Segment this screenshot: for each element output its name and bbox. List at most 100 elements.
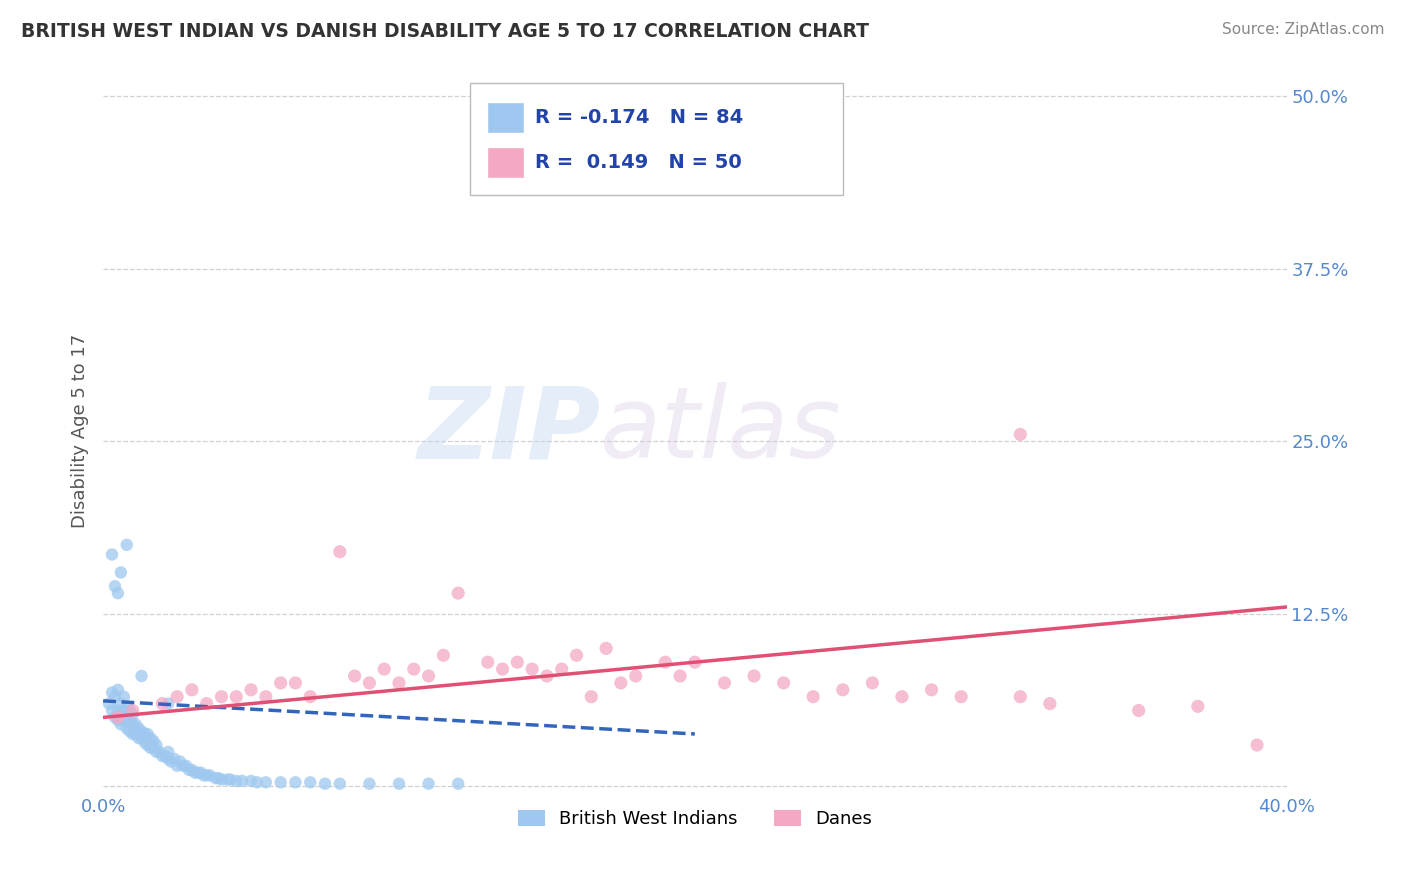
Point: [506, 655, 529, 669]
Point: [169, 755, 191, 769]
Point: [157, 752, 180, 766]
Point: [231, 773, 253, 788]
FancyBboxPatch shape: [488, 103, 523, 132]
Point: [581, 690, 603, 704]
Point: [115, 710, 138, 724]
Point: [98, 697, 121, 711]
Point: [150, 749, 173, 764]
Point: [373, 662, 395, 676]
Point: [225, 690, 247, 704]
Point: [565, 648, 588, 663]
Point: [118, 713, 141, 727]
Point: [1010, 690, 1032, 704]
Point: [107, 710, 129, 724]
Point: [713, 676, 735, 690]
Text: R = -0.174   N = 84: R = -0.174 N = 84: [536, 108, 744, 127]
Point: [190, 765, 212, 780]
Point: [150, 697, 173, 711]
Point: [359, 676, 381, 690]
Point: [1039, 697, 1062, 711]
Point: [110, 697, 132, 711]
Point: [314, 777, 336, 791]
Point: [177, 763, 200, 777]
Point: [225, 773, 247, 788]
Text: atlas: atlas: [600, 383, 842, 479]
Point: [124, 717, 146, 731]
Point: [432, 648, 454, 663]
Legend: British West Indians, Danes: British West Indians, Danes: [510, 802, 879, 835]
Point: [447, 586, 470, 600]
Point: [101, 704, 124, 718]
Point: [110, 707, 132, 722]
Point: [115, 538, 138, 552]
Point: [115, 722, 138, 736]
Point: [860, 676, 883, 690]
Point: [118, 724, 141, 739]
Point: [536, 669, 558, 683]
Point: [112, 704, 135, 718]
Point: [184, 765, 207, 780]
Point: [128, 722, 150, 736]
Point: [299, 690, 322, 704]
Point: [491, 662, 513, 676]
Point: [683, 655, 706, 669]
Point: [166, 758, 188, 772]
Point: [101, 685, 124, 699]
Point: [142, 740, 165, 755]
Point: [402, 662, 425, 676]
Point: [107, 586, 129, 600]
Point: [240, 682, 263, 697]
Point: [110, 717, 132, 731]
Point: [180, 682, 202, 697]
Point: [155, 749, 177, 764]
Point: [801, 690, 824, 704]
Point: [195, 768, 218, 782]
Point: [136, 738, 159, 752]
Point: [121, 727, 143, 741]
Point: [343, 669, 366, 683]
Point: [115, 699, 138, 714]
Point: [418, 669, 440, 683]
Point: [950, 690, 973, 704]
Point: [107, 713, 129, 727]
Point: [104, 710, 127, 724]
Point: [654, 655, 676, 669]
Point: [240, 773, 263, 788]
Point: [121, 704, 143, 718]
Point: [134, 735, 156, 749]
FancyBboxPatch shape: [470, 83, 842, 195]
Text: BRITISH WEST INDIAN VS DANISH DISABILITY AGE 5 TO 17 CORRELATION CHART: BRITISH WEST INDIAN VS DANISH DISABILITY…: [21, 22, 869, 41]
Point: [388, 676, 411, 690]
Point: [174, 758, 197, 772]
Point: [101, 548, 124, 562]
Point: [207, 771, 229, 785]
Point: [1187, 699, 1209, 714]
FancyBboxPatch shape: [488, 148, 523, 178]
Point: [447, 777, 470, 791]
Point: [198, 768, 221, 782]
Point: [112, 713, 135, 727]
Point: [157, 745, 180, 759]
Point: [595, 641, 617, 656]
Point: [246, 775, 269, 789]
Point: [193, 768, 215, 782]
Y-axis label: Disability Age 5 to 17: Disability Age 5 to 17: [72, 334, 89, 528]
Text: Source: ZipAtlas.com: Source: ZipAtlas.com: [1222, 22, 1385, 37]
Point: [163, 752, 186, 766]
Point: [145, 738, 167, 752]
Point: [624, 669, 647, 683]
Point: [172, 758, 194, 772]
Point: [110, 566, 132, 580]
Point: [134, 727, 156, 741]
Point: [211, 772, 233, 787]
Point: [520, 662, 543, 676]
Point: [742, 669, 765, 683]
Point: [104, 579, 127, 593]
Point: [136, 727, 159, 741]
Point: [359, 777, 381, 791]
Point: [284, 775, 307, 789]
Point: [477, 655, 499, 669]
Point: [388, 777, 411, 791]
Point: [270, 775, 292, 789]
Point: [891, 690, 914, 704]
